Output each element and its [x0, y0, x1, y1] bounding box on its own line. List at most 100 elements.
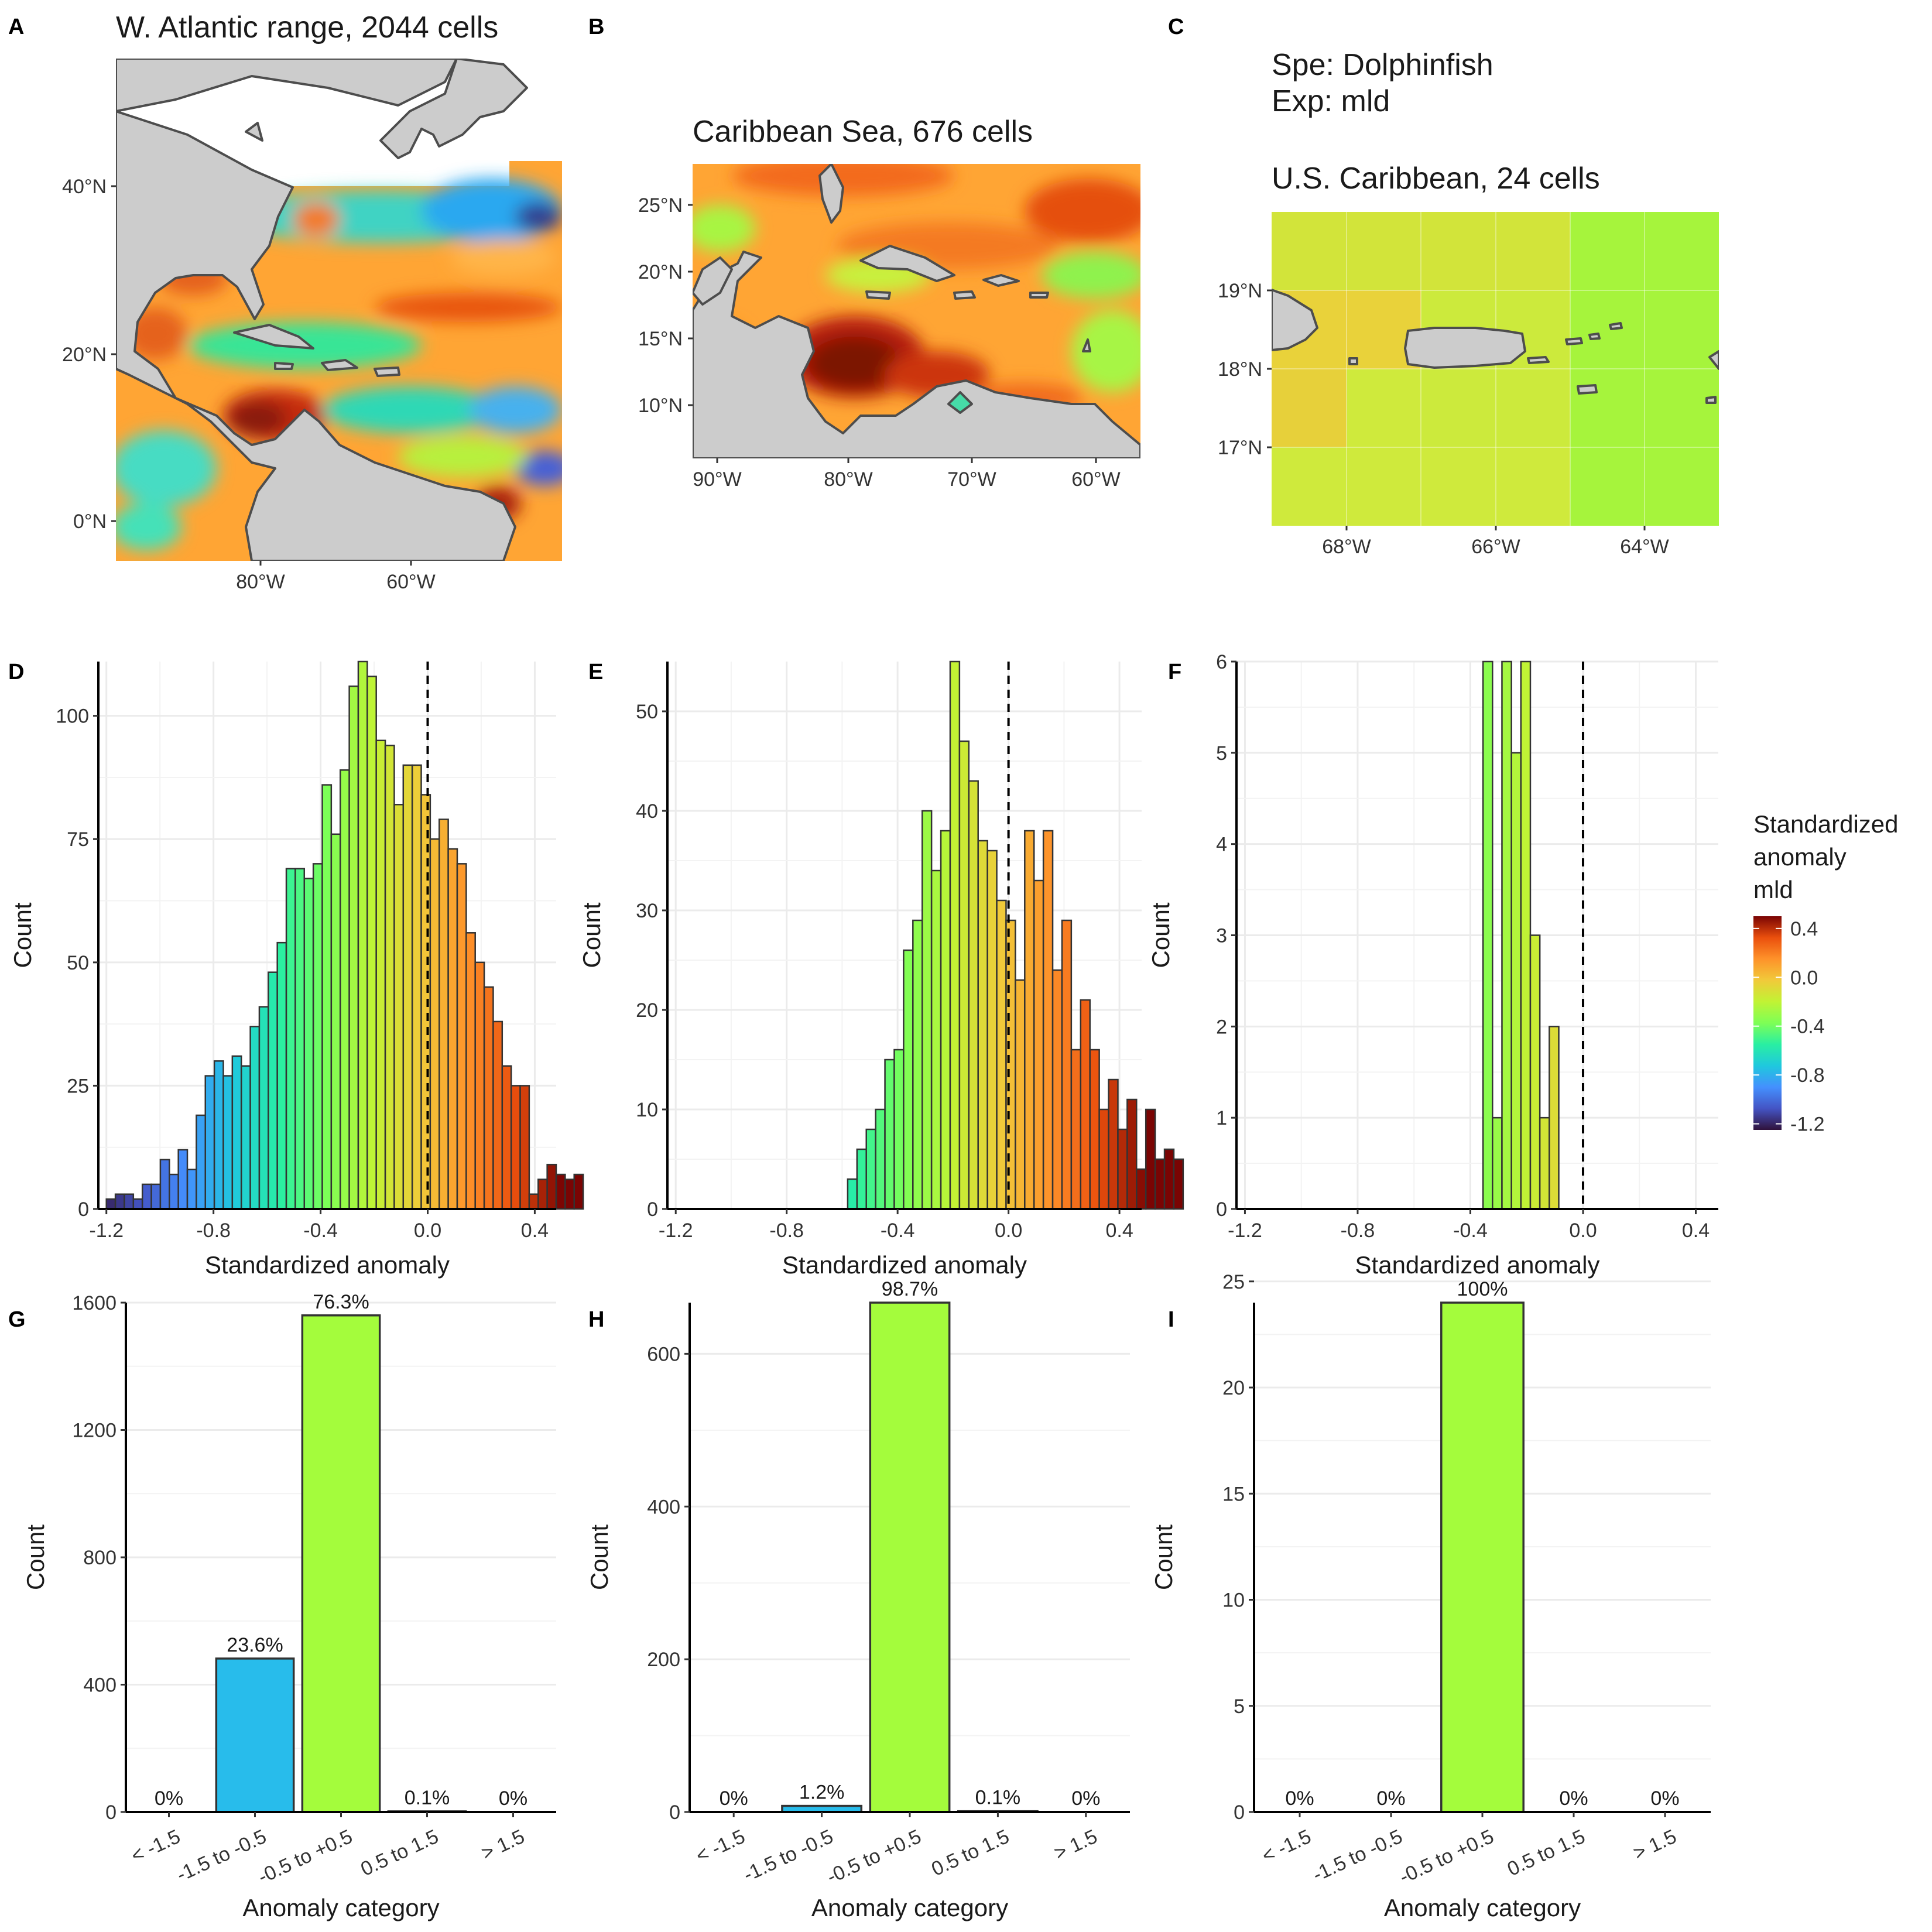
histogram-bar	[438, 818, 449, 1210]
colorbar-tick-label: 0.4	[1790, 918, 1818, 940]
x-axis-title: Anomaly category	[1384, 1894, 1581, 1921]
y-axis-title: Count	[1150, 1525, 1177, 1590]
bar-percent-label: 0%	[1285, 1787, 1314, 1810]
bar-percent-label: 0.1%	[405, 1787, 450, 1809]
legend-title-line-1: Standardized	[1753, 810, 1899, 838]
bar-percent-label: 23.6%	[227, 1634, 283, 1656]
histogram-bar	[384, 744, 395, 1210]
x-tick-label: 0.5 to 1.5	[357, 1825, 442, 1880]
x-tick-label: -0.4	[303, 1220, 338, 1242]
x-tick-label: 0.5 to 1.5	[928, 1825, 1013, 1880]
x-tick-label: -0.5 to +0.5	[1396, 1825, 1498, 1889]
map-b-area	[693, 164, 1140, 458]
x-tick-label: 0.4	[1105, 1220, 1133, 1242]
x-tick-label: 0.5 to 1.5	[1504, 1825, 1589, 1880]
histogram-bar	[222, 1075, 234, 1210]
map-panel-c: C Spe: Dolphinfish Exp: mld U.S. Caribbe…	[1168, 15, 1719, 558]
colorbar-legend: Standardized anomaly mld 0.4 0.0 -0.4 -0.8 -…	[1753, 810, 1899, 1136]
histogram-bar	[1529, 934, 1541, 1210]
colorbar-tick-label: -0.8	[1790, 1064, 1825, 1087]
histogram-bar	[921, 810, 933, 1210]
panel-letter-g: G	[8, 1307, 26, 1332]
y-tick-label: 0	[669, 1801, 680, 1824]
chart-panel-h: H 0% 1.2% 98.7% 0.1% 0% 0 200 400 600 < -1.5-1.5 t…	[585, 1278, 1130, 1921]
histogram-bar	[303, 878, 314, 1210]
y-tick-label: 2	[1216, 1016, 1227, 1038]
bar-percent-label: 98.7%	[882, 1278, 938, 1300]
map-c-area	[1272, 212, 1719, 526]
map-b-x-axis: 90°W 80°W 70°W 60°W	[693, 458, 1121, 491]
map-a-x-axis: 80°W 60°W	[236, 561, 436, 593]
histogram-bar	[169, 1173, 179, 1210]
y-tick-label: 10	[636, 1099, 658, 1121]
bar-percent-label: 1.2%	[799, 1782, 845, 1804]
y-tick-label: 1200	[72, 1420, 117, 1442]
x-tick-label: -0.8	[1341, 1220, 1375, 1242]
histogram-bar	[348, 685, 359, 1210]
panel-letter-c: C	[1168, 15, 1184, 39]
x-tick-label: -1.2	[89, 1220, 124, 1242]
y-tick-label: 1	[1216, 1107, 1227, 1129]
panel-letter-d: D	[8, 660, 24, 684]
histogram-bar	[1015, 979, 1026, 1210]
panel-letter-i: I	[1168, 1307, 1174, 1332]
map-c-ytick-2: 19°N	[1218, 280, 1262, 302]
map-panel-b: B Caribbean Sea, 676 cells	[588, 15, 1140, 491]
histogram-bar	[1492, 1116, 1503, 1210]
y-tick-label: 6	[1216, 651, 1227, 673]
map-b-title: Caribbean Sea, 676 cells	[693, 115, 1033, 149]
x-tick-label: 0.0	[1569, 1220, 1597, 1242]
map-c-ytick-0: 17°N	[1218, 437, 1262, 459]
x-tick-label: -1.2	[1228, 1220, 1262, 1242]
histogram-bar	[977, 840, 988, 1210]
x-tick-label: -1.5 to -0.5	[173, 1825, 270, 1886]
chart-panels: D-1.2 -0.8 -0.4 0.0 0.40255075100Standardize…	[8, 651, 1718, 1921]
y-tick-label: 5	[1216, 742, 1227, 765]
panel-letter-f: F	[1168, 660, 1181, 684]
y-tick-label: 600	[647, 1343, 680, 1365]
histogram-bar	[1136, 1168, 1147, 1210]
histogram-bar	[285, 868, 296, 1210]
colorbar-tick-label: 0.0	[1790, 967, 1818, 989]
histogram-bar	[1549, 1026, 1560, 1210]
histogram-bar	[1098, 1108, 1109, 1210]
histogram-bar	[564, 1179, 575, 1210]
histogram-bar	[249, 1026, 261, 1210]
histogram-bar	[1070, 1049, 1082, 1210]
histogram-bar	[501, 1065, 512, 1210]
histogram-bar	[1510, 752, 1522, 1210]
map-b-ytick-0: 10°N	[638, 395, 683, 417]
histogram-bar	[132, 1198, 143, 1210]
x-axis-title: Standardized anomaly	[1355, 1251, 1600, 1279]
map-b-ytick-1: 15°N	[638, 328, 683, 350]
species-label: Spe: Dolphinfish	[1272, 48, 1493, 82]
map-c-land	[1272, 289, 1719, 404]
histogram-bar	[847, 1178, 858, 1210]
histogram-bar	[1024, 830, 1035, 1210]
panel-letter-h: H	[588, 1307, 604, 1332]
histogram-bar	[330, 833, 341, 1210]
histogram-bar	[393, 804, 405, 1210]
histogram-bar	[321, 784, 333, 1210]
histogram-bar	[930, 869, 942, 1210]
y-tick-label: 25	[67, 1075, 89, 1097]
x-tick-label: -1.2	[659, 1220, 693, 1242]
map-a-y-axis: 0°N 20°N 40°N	[62, 176, 116, 533]
x-tick-label: -1.5 to -0.5	[740, 1825, 837, 1886]
map-b-ytick-3: 25°N	[638, 194, 683, 217]
bar-percent-label: 0%	[1650, 1787, 1679, 1810]
histogram-bar	[1061, 919, 1073, 1210]
chart-panel-i: I 0% 0% 100% 0% 0% 0 5 10 15 20 25 < -1.5-1.5 to -0.…	[1150, 1271, 1711, 1921]
histogram-bar	[186, 1169, 197, 1210]
gridlines	[1236, 660, 1718, 1210]
histogram-bar	[1539, 1116, 1550, 1210]
histogram-bar	[240, 1065, 251, 1210]
histogram-bar	[465, 932, 476, 1210]
x-tick-label: -0.4	[881, 1220, 915, 1242]
bar-percent-label: 76.3%	[313, 1291, 369, 1313]
x-tick-label: < -1.5	[1259, 1825, 1315, 1868]
map-b-xtick-0: 90°W	[693, 468, 742, 491]
histogram-bar	[357, 660, 368, 1210]
histogram-bar	[150, 1183, 162, 1210]
